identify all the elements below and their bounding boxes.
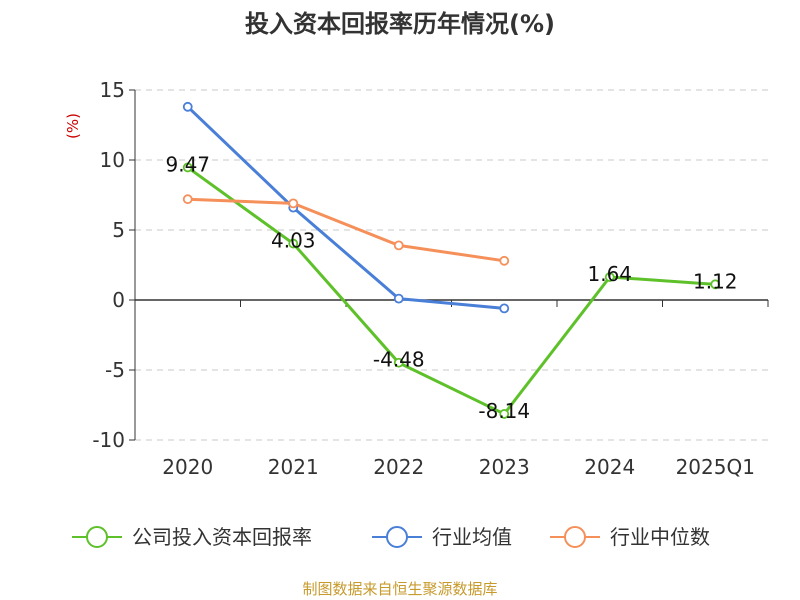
y-tick-label: 5 — [112, 218, 125, 242]
legend[interactable]: 公司投入资本回报率 行业均值 行业中位数 — [72, 525, 710, 549]
data-point — [393, 357, 404, 368]
legend-item-label: 公司投入资本回报率 — [132, 525, 312, 549]
x-tick-label: 2021 — [268, 455, 319, 479]
legend-item-label: 行业均值 — [432, 525, 512, 549]
data-point — [182, 162, 193, 173]
x-tick-label: 2025Q1 — [676, 455, 755, 479]
data-source: 制图数据来自恒生聚源数据库 — [302, 580, 497, 598]
series-line-2 — [187, 197, 505, 263]
series-lines — [182, 101, 721, 419]
data-label: 9.47 — [165, 152, 210, 176]
data-point — [182, 101, 193, 112]
data-point — [604, 272, 615, 282]
axes: 15 10 5 0 -5 -10 2020 2021 2022 2023 2024 2025Q1 — [92, 78, 769, 479]
y-tick-label: 0 — [112, 288, 125, 312]
data-point — [393, 293, 404, 304]
data-point — [499, 303, 510, 314]
data-label: -4.48 — [373, 348, 425, 372]
series-line-1 — [186, 105, 505, 310]
data-point — [710, 279, 721, 290]
x-tick-label: 2022 — [373, 455, 424, 479]
data-label: 1.64 — [587, 262, 632, 286]
data-point — [288, 238, 299, 249]
y-tick-label: 15 — [100, 78, 125, 102]
x-tick-label: 2024 — [584, 455, 635, 479]
x-tick-label: 2020 — [162, 455, 213, 479]
y-tick-label: -10 — [92, 428, 125, 452]
data-label: -8.14 — [478, 399, 530, 423]
legend-item-label: 行业中位数 — [610, 525, 710, 549]
data-labels: 9.47 4.03 -4.48 -8.14 1.64 1.12 — [165, 152, 737, 423]
data-label: 1.12 — [693, 269, 738, 293]
y-axis-unit: (%) — [64, 113, 82, 139]
x-tick-label: 2023 — [479, 455, 530, 479]
data-label: 4.03 — [271, 229, 316, 253]
series-line-0 — [186, 166, 716, 416]
chart-title: 投入资本回报率历年情况(%) — [245, 10, 555, 38]
legend-swatch-marker — [86, 526, 108, 548]
data-point — [288, 198, 299, 209]
data-point — [393, 240, 404, 251]
y-tick-label: -5 — [105, 358, 125, 382]
data-point — [499, 409, 510, 419]
legend-swatch-marker — [564, 526, 586, 548]
data-point — [499, 255, 510, 266]
legend-swatch-marker — [386, 526, 408, 548]
y-tick-label: 10 — [100, 148, 125, 172]
data-point — [182, 194, 193, 205]
